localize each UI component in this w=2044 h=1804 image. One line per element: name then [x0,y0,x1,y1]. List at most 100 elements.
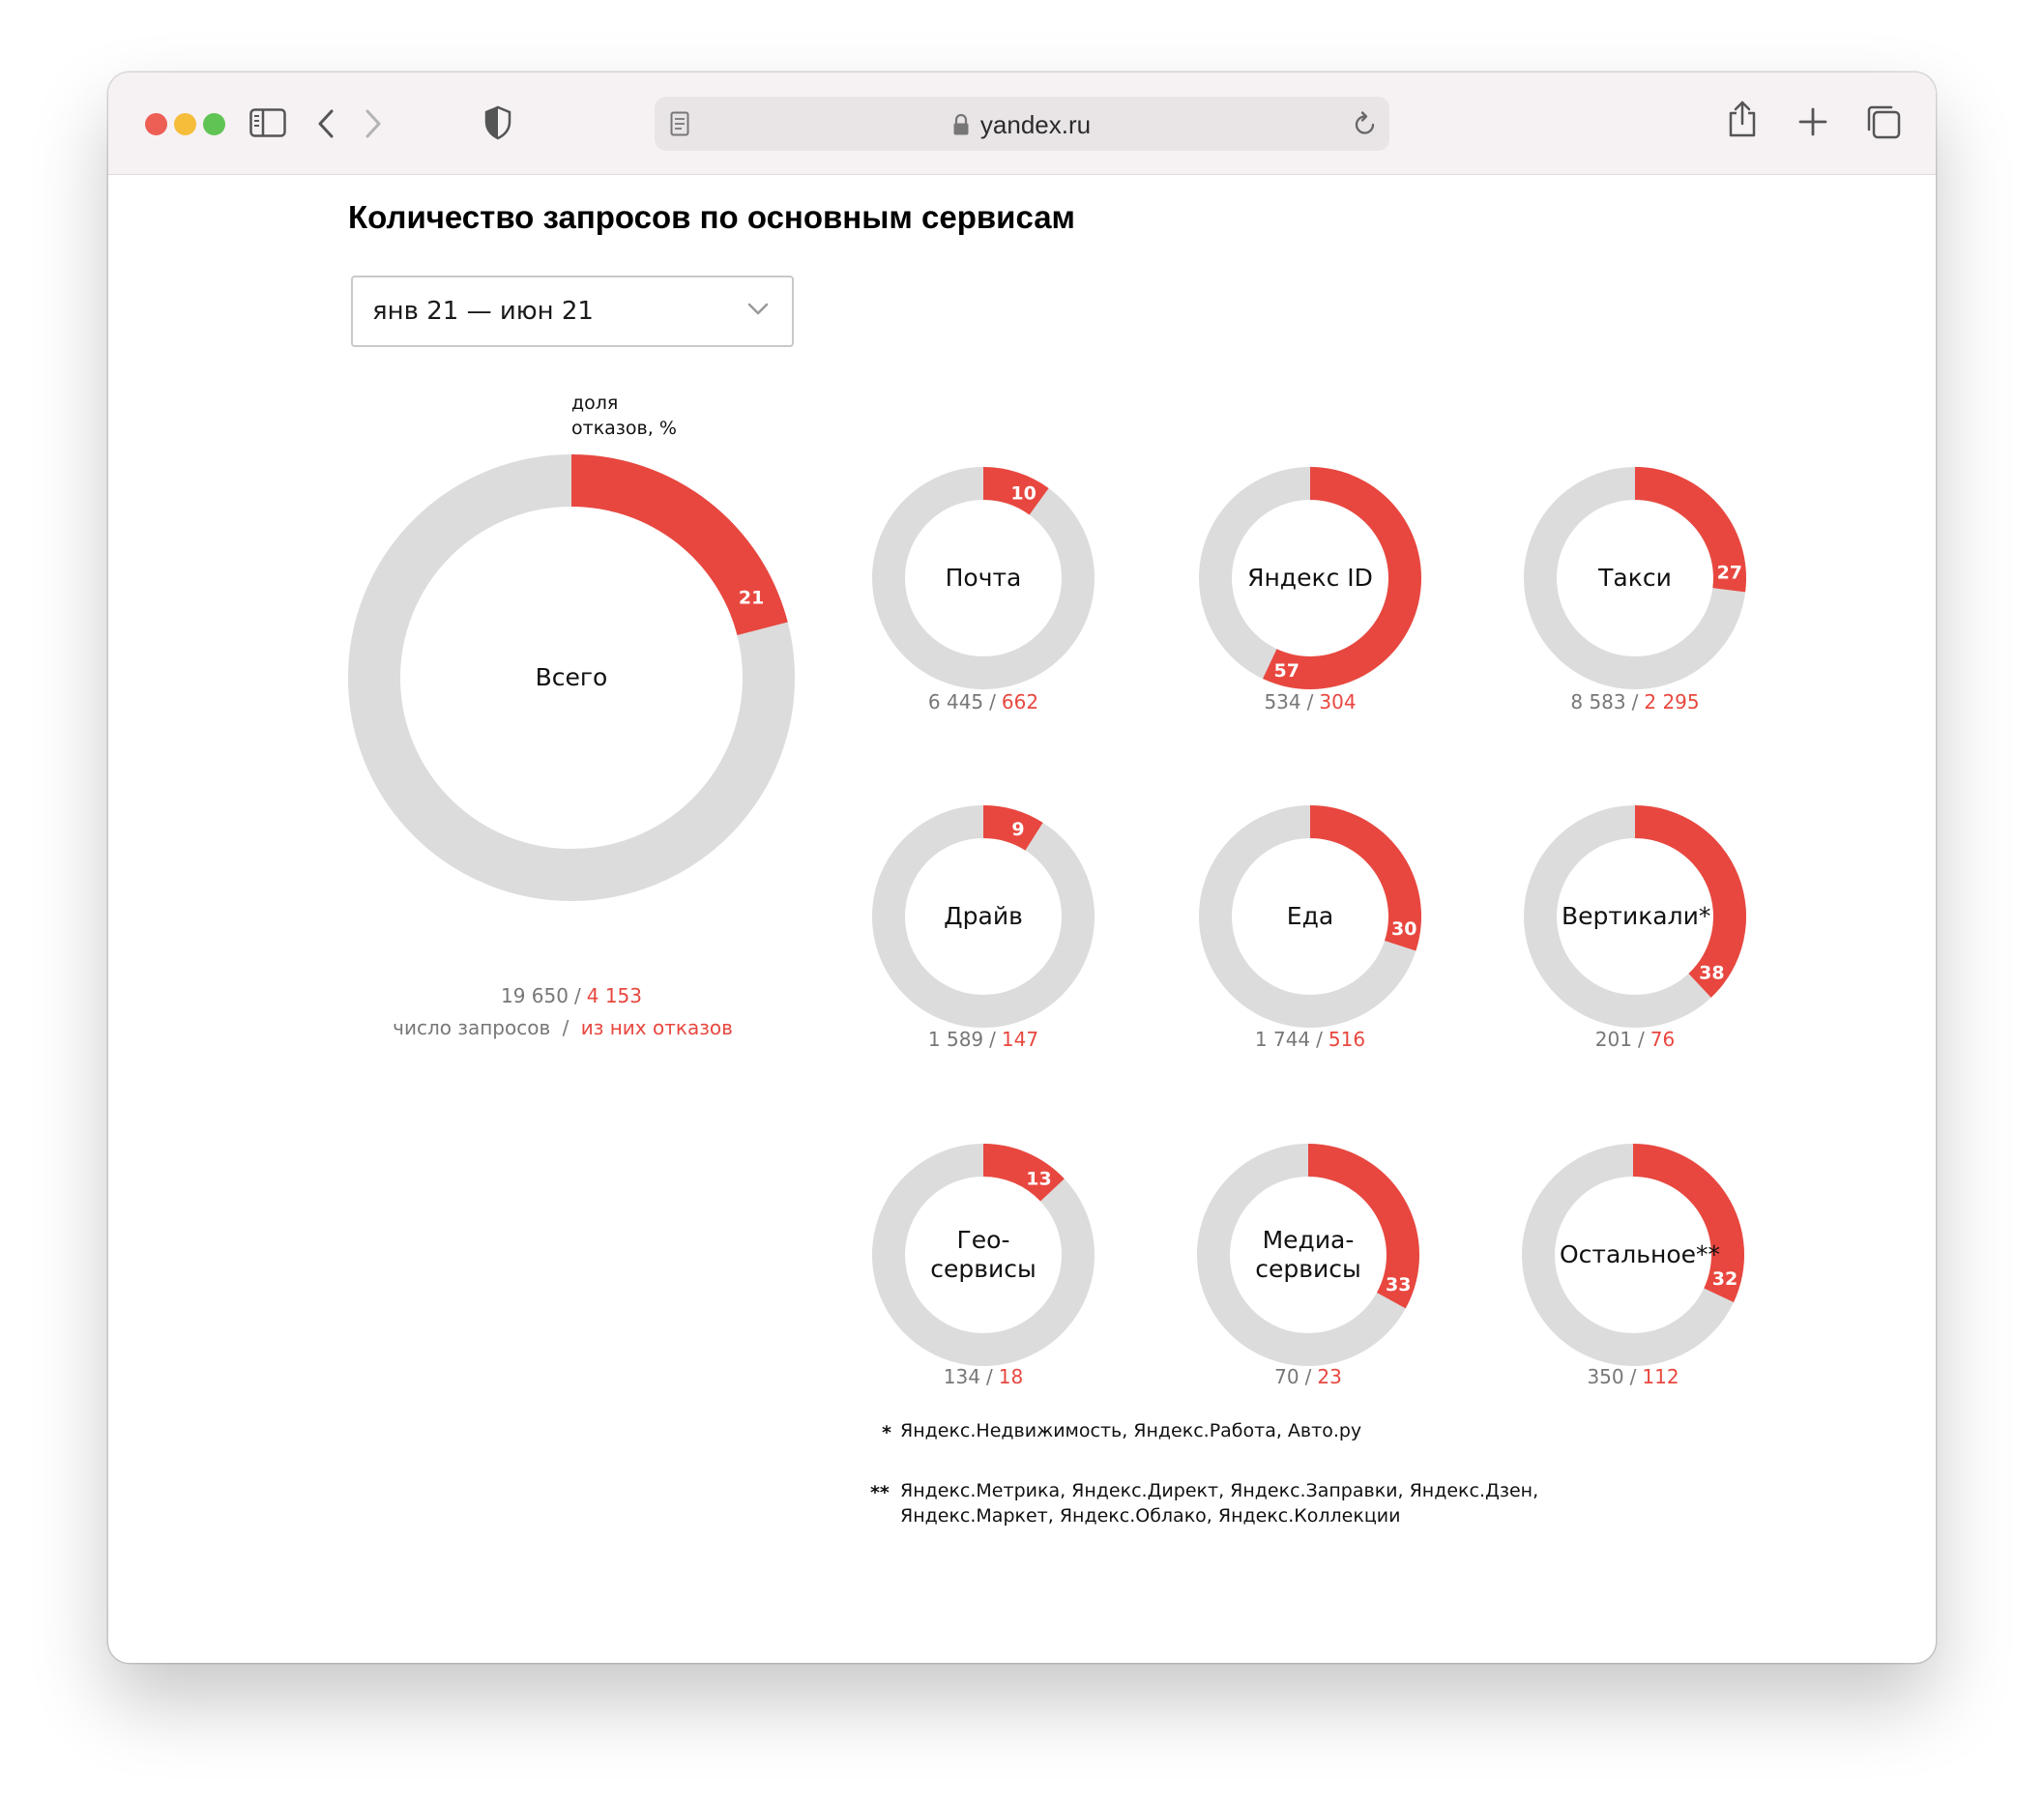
address-bar[interactable]: yandex.ru [655,97,1389,151]
reject-share-label-line2: отказов, % [571,418,677,439]
forward-icon[interactable] [364,108,383,139]
total-caption: число запросов / из них отказов [108,1016,1017,1039]
donut-7-label-line2: сервисы [930,1255,1037,1283]
donut-5-separator: / [1316,1028,1323,1051]
donut-9-label-line1: Остальное** [1560,1240,1721,1268]
donut-3-rejects: 2 295 [1644,690,1700,713]
donut-6-label: Вертикали* [1562,902,1710,931]
donut-8-label-line1: Медиа- [1262,1226,1355,1254]
donut-9-separator: / [1629,1365,1637,1388]
donut-4-label: Драйв [910,902,1057,931]
donut-7-reject-pct: 13 [1026,1169,1051,1190]
reject-share-label-line1: доля [571,393,619,414]
back-icon[interactable] [316,108,336,139]
donut-1-reject-slice [983,466,1049,515]
donut-5-label-line1: Еда [1286,902,1334,930]
lock-icon [953,113,969,135]
tab-overview-icon[interactable] [1865,103,1902,140]
donut-8-label: Медиа-сервисы [1235,1226,1382,1284]
url-text: yandex.ru [979,110,1092,139]
donut-6-stats: 201/76 [1490,1028,1780,1051]
donut-2-label-line1: Яндекс ID [1247,564,1373,592]
donut-4-requests: 1 589 [927,1028,984,1051]
donut-6-rejects: 76 [1650,1028,1676,1051]
donut-1-reject-pct: 10 [1010,482,1036,504]
donut-3-reject-pct: 27 [1717,563,1742,584]
donut-0-reject-pct: 21 [739,588,764,609]
minimize-window-button[interactable] [174,113,196,135]
donut-8: 33 [1197,1144,1419,1366]
donut-9-requests: 350 [1587,1365,1624,1388]
donut-1-separator: / [989,690,996,713]
donut-2-label: Яндекс ID [1237,564,1384,593]
donut-8-reject-slice [1308,1144,1419,1309]
donut-7-requests: 134 [943,1365,980,1388]
close-window-button[interactable] [145,113,167,135]
donut-2-stats: 534/304 [1165,690,1455,713]
donut-3: 27 [1524,467,1746,689]
donut-6-separator: / [1637,1028,1645,1051]
footnote2-line1: Яндекс.Метрика, Яндекс.Директ, Яндекс.За… [900,1480,1539,1501]
total-caption-rejects: из них отказов [580,1016,733,1039]
donut-0-rejects: 4 153 [586,984,642,1007]
donut-0-reject-slice [571,454,788,635]
donut-7-rejects: 18 [998,1365,1024,1388]
donut-5: 30 [1199,805,1421,1028]
donut-8-stats: 70/23 [1163,1365,1453,1388]
footnote1-mark: * [882,1422,891,1443]
donut-0-stats: 19 650/4 153 [426,984,716,1007]
donut-3-requests: 8 583 [1570,690,1626,713]
donut-4-stats: 1 589/147 [838,1028,1128,1051]
zoom-window-button[interactable] [203,113,225,135]
donut-0-label-line1: Всего [535,663,608,691]
donut-4-label-line1: Драйв [944,902,1023,930]
donut-7-reject-slice [983,1144,1065,1202]
donut-9-reject-slice [1633,1144,1744,1302]
donut-2-rejects: 304 [1319,690,1357,713]
browser-window: yandex.ru Количество запросов по основны… [108,73,1936,1663]
donut-2-reject-pct: 57 [1274,660,1299,682]
footnote2-mark: ** [870,1482,890,1503]
total-caption-requests: число запросов [393,1016,551,1039]
donut-9-rejects: 112 [1642,1365,1679,1388]
donut-0-label: Всего [405,663,738,692]
donut-9: 32 [1522,1144,1744,1366]
donut-2: 57 [1199,467,1421,689]
donut-3-reject-slice [1635,467,1746,593]
donut-1-label-line1: Почта [945,564,1022,592]
reader-mode-icon[interactable] [670,111,689,136]
share-icon[interactable] [1727,100,1758,138]
donut-5-reject-slice [1310,805,1421,951]
donut-0-requests: 19 650 [501,984,569,1007]
donut-3-label: Такси [1562,564,1708,593]
donut-7-label-line1: Гео- [956,1226,1010,1254]
donut-charts: 21 10 57 27 9 30 38 13 33 32 [348,454,1746,1366]
donut-5-stats: 1 744/516 [1165,1028,1455,1051]
donut-6-reject-pct: 38 [1699,962,1724,983]
donut-4: 9 [872,805,1095,1028]
reload-icon[interactable] [1353,110,1378,137]
donut-6-requests: 201 [1594,1028,1632,1051]
donut-1-requests: 6 445 [927,690,984,713]
donut-1-rejects: 662 [1001,690,1039,713]
donut-1-label: Почта [910,564,1057,593]
chevron-down-icon [747,303,769,315]
privacy-shield-icon[interactable] [483,105,512,140]
reject-share-label: доля отказов, % [571,391,677,441]
donut-2-requests: 534 [1264,690,1301,713]
donut-8-label-line2: сервисы [1255,1255,1361,1283]
donut-6-reject-slice [1635,805,1746,998]
donut-0-separator: / [573,984,581,1007]
sidebar-toggle-icon[interactable] [249,108,286,137]
donut-8-rejects: 23 [1317,1365,1342,1388]
donut-7: 13 [872,1144,1095,1366]
footnote2-line2: Яндекс.Маркет, Яндекс.Облако, Яндекс.Кол… [900,1505,1401,1527]
new-tab-icon[interactable] [1798,107,1827,136]
donut-7-label: Гео-сервисы [910,1226,1057,1284]
period-select[interactable]: янв 21 — июн 21 [351,276,794,347]
donut-3-separator: / [1631,690,1639,713]
donut-7-separator: / [985,1365,993,1388]
browser-toolbar: yandex.ru [108,73,1936,175]
donut-2-separator: / [1306,690,1314,713]
donut-5-rejects: 516 [1328,1028,1366,1051]
